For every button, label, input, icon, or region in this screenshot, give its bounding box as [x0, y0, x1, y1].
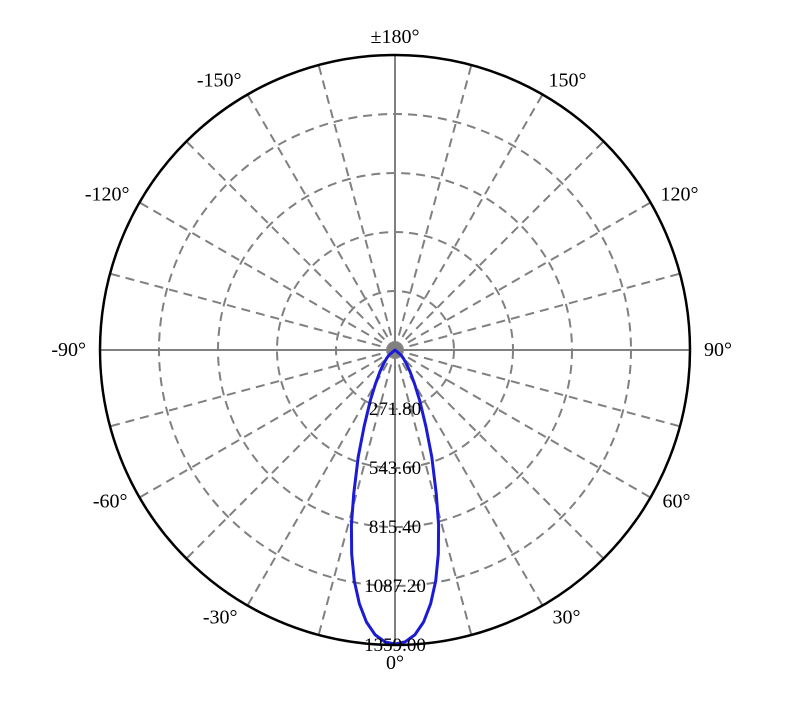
angle-tick-label: 150°: [549, 70, 587, 92]
angle-tick-label: 0°: [386, 652, 404, 674]
radial-tick-label: 543.60: [369, 458, 421, 479]
angle-tick-label: -30°: [203, 606, 238, 628]
radial-tick-label: 1087.20: [364, 576, 426, 597]
radial-tick-label: 271.80: [369, 399, 421, 420]
angle-tick-label: -120°: [85, 184, 130, 206]
angle-tick-label: -90°: [51, 339, 86, 361]
angle-tick-label: 120°: [660, 184, 698, 206]
angle-tick-label: 30°: [553, 606, 581, 628]
angle-tick-label: 60°: [662, 491, 690, 513]
angle-tick-label: -60°: [93, 491, 128, 513]
radial-tick-label: 815.40: [369, 517, 421, 538]
angle-tick-label: ±180°: [371, 26, 420, 48]
angle-tick-label: -150°: [197, 70, 242, 92]
angle-tick-label: 90°: [704, 339, 732, 361]
polar-chart: 271.80543.60815.401087.201359.000°30°60°…: [0, 0, 810, 715]
